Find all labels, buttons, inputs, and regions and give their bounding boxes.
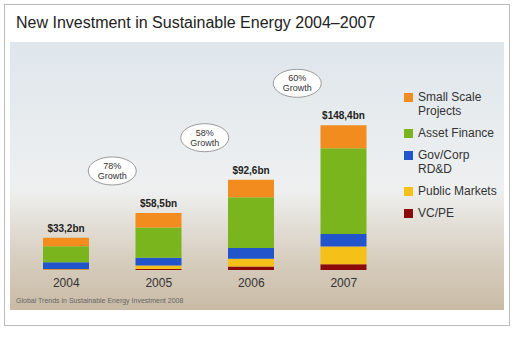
html-text:Global Trends in Sustainable E: Global Trends in Sustainable Energy Inve… [16, 297, 184, 304]
svg-text:$92,6bn: $92,6bn [232, 165, 269, 176]
svg-text:2007: 2007 [330, 276, 357, 290]
svg-text:$58,5bn: $58,5bn [140, 198, 177, 209]
svg-text:2005: 2005 [145, 276, 172, 290]
html-text:Public Markets: Public Markets [418, 184, 497, 198]
svg-text:78%: 78% [103, 161, 121, 171]
html-text:Small Scale Projects: Small Scale Projects [418, 90, 482, 118]
svg-text:$33,2bn: $33,2bn [47, 223, 84, 234]
svg-text:2006: 2006 [238, 276, 265, 290]
svg-text:58%: 58% [196, 128, 214, 138]
svg-text:Growth: Growth [283, 83, 312, 93]
html-text:Asset Finance: Asset Finance [418, 126, 494, 140]
html-text:Gov/Corp RD&D: Gov/Corp RD&D [418, 148, 470, 176]
svg-text:$148,4bn: $148,4bn [322, 110, 365, 121]
svg-text:Growth: Growth [98, 171, 127, 181]
svg-text:2004: 2004 [53, 276, 80, 290]
html-text:VC/PE: VC/PE [418, 206, 454, 220]
svg-text:Growth: Growth [190, 138, 219, 148]
html-text:New Investment in Sustainable: New Investment in Sustainable Energy 200… [16, 14, 376, 31]
svg-text:60%: 60% [288, 73, 306, 83]
